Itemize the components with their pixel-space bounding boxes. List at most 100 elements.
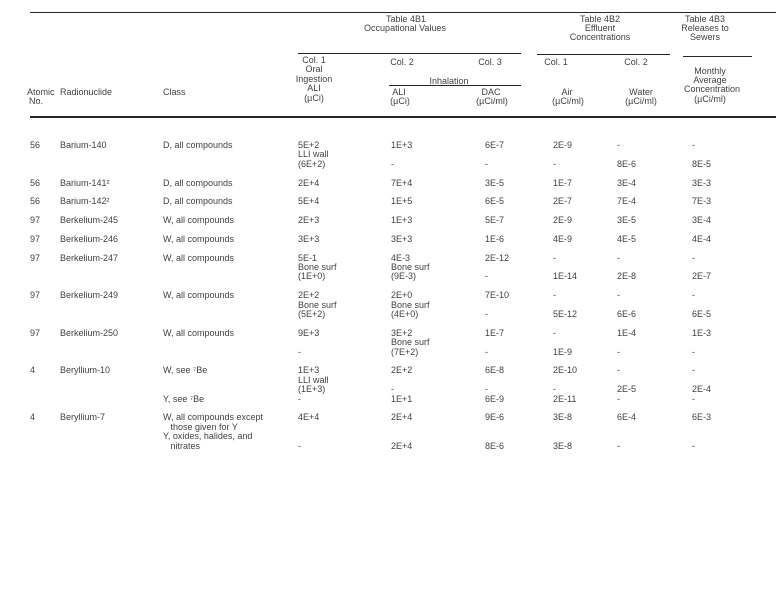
table-row: 4 Beryllium-10 W, see ⁷Be 1E+3 2E+2 6E-8 2E-10… <box>0 365 783 376</box>
class-header: Class <box>163 86 186 97</box>
cell-radionuclide: Barium-140 <box>60 140 107 150</box>
cell-dac: - <box>485 158 488 169</box>
cell-air: 4E-9 <box>553 233 573 244</box>
table-4b3-subtitle-1: Releases to <box>681 22 729 33</box>
concentration-label: Concentration <box>683 84 741 95</box>
cell-monthly-avg: 4E-4 <box>692 233 712 244</box>
table-row: 97 Berkelium-249 W, all compounds 2E+2 2E+0 7… <box>0 290 783 301</box>
ingestion-label: Ingestion <box>295 73 333 84</box>
cell-inhalation-ali: (9E-3) <box>391 271 417 282</box>
table-4b2-subtitle-1: Effluent <box>584 22 616 33</box>
atomic-no-header-1: Atomic <box>27 86 55 97</box>
cell-class: W, all compounds except <box>163 412 264 423</box>
table-row: 97 Berkelium-246 W, all compounds 3E+3 3E+3 1… <box>0 233 783 244</box>
cell-radionuclide: Berkelium-249 <box>60 290 119 301</box>
cell-monthly-avg: - <box>692 290 695 301</box>
cell-inhalation-ali: 7E+4 <box>391 177 413 188</box>
cell-inhalation-ali: 1E+3 <box>391 140 413 150</box>
cell-class: W, all compounds <box>163 215 235 226</box>
table-row: 56 Barium-141² D, all compounds 2E+4 7E+4 3E-… <box>0 177 783 188</box>
cell-class: W, all compounds <box>163 327 235 338</box>
cell-oral-ingestion-ali: 4E+4 <box>298 412 320 423</box>
cell-oral-ingestion-ali: LLI wall <box>298 374 329 385</box>
cell-inhalation-ali: (7E+2) <box>391 346 419 357</box>
cell-radionuclide: Berkelium-247 <box>60 252 119 263</box>
table-row: (1E+3) - - - 2E-5 2E-4 <box>0 384 783 395</box>
cell-oral-ingestion-ali: (1E+3) <box>298 384 326 395</box>
cell-dac: 2E-12 <box>485 252 510 263</box>
table-4b3-title: Table 4B3 <box>684 13 726 24</box>
cell-water: 3E-5 <box>617 215 637 226</box>
cell-oral-ingestion-ali: 2E+4 <box>298 177 320 188</box>
cell-inhalation-ali: 3E+2 <box>391 327 413 338</box>
cell-air: - <box>553 158 556 169</box>
cell-monthly-avg: - <box>692 440 695 451</box>
cell-oral-ingestion-ali: - <box>298 440 301 451</box>
table-row: Bone surf <box>0 337 783 347</box>
cell-oral-ingestion-ali: - <box>298 346 301 357</box>
cell-air: 1E-9 <box>553 346 573 357</box>
cell-atomic-no: 97 <box>30 233 41 244</box>
table-entry: 4 Beryllium-7 W, all compounds except 4E+4 2… <box>0 412 783 451</box>
table-row: 97 Berkelium-247 W, all compounds 5E-1 4E-3 2… <box>0 252 783 263</box>
table-row: Bone surf Bone surf <box>0 300 783 310</box>
water-units-label: (µCi/ml) <box>625 96 657 107</box>
cell-air: - <box>553 327 556 338</box>
cell-air: - <box>553 290 556 301</box>
table-body: 56 Barium-140 D, all compounds 5E+2 1E+3 6E-7… <box>0 140 783 460</box>
cell-class: Y, oxides, halides, and <box>163 431 253 442</box>
cell-air: 2E-11 <box>553 393 577 404</box>
cell-water: - <box>617 140 620 150</box>
table-row: (1E+0) (9E-3) - 1E-14 2E-8 2E-7 <box>0 271 783 282</box>
cell-water: 4E-5 <box>617 233 637 244</box>
cell-monthly-avg: - <box>692 252 695 263</box>
cell-radionuclide: Berkelium-246 <box>60 233 119 244</box>
cell-inhalation-ali: Bone surf <box>391 262 430 273</box>
cell-inhalation-ali: - <box>391 384 394 395</box>
cell-inhalation-ali: 2E+4 <box>391 412 413 423</box>
cell-class: D, all compounds <box>163 177 233 188</box>
header-bottom-rule <box>30 116 776 118</box>
table-row: LLI wall <box>0 149 783 159</box>
oral-ali-units-label: (µCi) <box>304 92 324 103</box>
table-entry: 97 Berkelium-245 W, all compounds 2E+3 1E+3 5… <box>0 215 783 226</box>
cell-air: 2E-9 <box>553 215 573 226</box>
cell-inhalation-ali: 1E+5 <box>391 196 413 207</box>
cell-inhalation-ali: 1E+3 <box>391 215 413 226</box>
cell-air: 3E-8 <box>553 412 573 423</box>
cell-oral-ingestion-ali: 2E+3 <box>298 215 320 226</box>
cell-class: Y, see ⁷Be <box>163 393 205 404</box>
cell-atomic-no: 56 <box>30 196 41 207</box>
cell-dac: 7E-10 <box>485 290 510 301</box>
cell-monthly-avg: 8E-5 <box>692 158 712 169</box>
table-4b2-subtitle-2: Concentrations <box>569 32 631 43</box>
table-entry: 4 Beryllium-10 W, see ⁷Be 1E+3 2E+2 6E-8 2E-10… <box>0 365 783 404</box>
monthly-label: Monthly <box>694 65 726 76</box>
inhalation-underline <box>389 85 521 87</box>
cell-oral-ingestion-ali: 9E+3 <box>298 327 320 338</box>
cell-air: - <box>553 384 556 395</box>
cell-water: 6E-4 <box>617 412 637 423</box>
cell-water: 6E-6 <box>617 309 637 320</box>
cell-dac: 6E-8 <box>485 365 505 376</box>
cell-oral-ingestion-ali: 1E+3 <box>298 365 320 376</box>
cell-monthly-avg: 3E-3 <box>692 177 712 188</box>
table-entry: 56 Barium-142² D, all compounds 5E+4 1E+5 6E-… <box>0 196 783 207</box>
table-row: (6E+2) - - - 8E-6 8E-5 <box>0 158 783 169</box>
air-label: Air <box>561 87 573 97</box>
cell-monthly-avg: - <box>692 393 695 404</box>
cell-water: - <box>617 365 620 376</box>
cell-dac: - <box>485 346 488 357</box>
cell-monthly-avg: 6E-3 <box>692 412 712 423</box>
table-row: (5E+2) (4E+0) - 5E-12 6E-6 6E-5 <box>0 309 783 320</box>
cell-water: 2E-5 <box>617 384 637 395</box>
cell-inhalation-ali: 4E-3 <box>391 252 411 263</box>
cell-monthly-avg: - <box>692 346 695 357</box>
table-entry: 56 Barium-141² D, all compounds 2E+4 7E+4 3E-… <box>0 177 783 188</box>
cell-dac: 6E-9 <box>485 393 505 404</box>
table-row: - (7E+2) - 1E-9 - - <box>0 346 783 357</box>
cell-class: nitrates <box>163 440 201 451</box>
cell-oral-ingestion-ali: (5E+2) <box>298 309 326 320</box>
cell-air: 1E-7 <box>553 177 573 188</box>
cell-dac: 1E-7 <box>485 327 505 338</box>
